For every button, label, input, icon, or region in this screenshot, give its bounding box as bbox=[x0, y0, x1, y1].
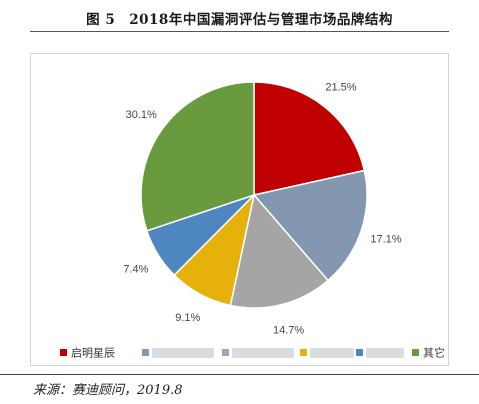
legend-label-obscured-2 bbox=[152, 348, 214, 358]
pie-slice-6 bbox=[140, 81, 255, 232]
legend-swatch-2 bbox=[142, 349, 149, 356]
pie-slice-1 bbox=[253, 81, 366, 196]
legend-label-obscured-4 bbox=[310, 348, 354, 358]
legend-swatch-3 bbox=[222, 349, 229, 356]
source-divider bbox=[0, 374, 479, 375]
legend-swatch-6 bbox=[412, 349, 419, 356]
figure-title: 图 5 2018年中国漏洞评估与管理市场品牌结构 bbox=[86, 12, 393, 28]
legend-swatch-1 bbox=[60, 349, 67, 356]
legend-label-1: 启明星辰 bbox=[71, 347, 115, 360]
title-divider bbox=[30, 31, 449, 32]
pie-slice-2 bbox=[252, 169, 368, 282]
pie-slice-3 bbox=[229, 193, 330, 309]
legend-swatch-4 bbox=[300, 349, 307, 356]
slice-label-1: 21.5% bbox=[325, 82, 356, 94]
slice-label-4: 9.1% bbox=[175, 312, 200, 324]
source-note: 来源：赛迪顾问，2019.8 bbox=[33, 383, 183, 398]
slice-label-2: 17.1% bbox=[370, 234, 401, 246]
legend-label-obscured-5 bbox=[366, 348, 404, 358]
legend-label-obscured-3 bbox=[232, 348, 294, 358]
legend-label-6: 其它 bbox=[423, 346, 445, 360]
legend-swatch-5 bbox=[356, 349, 363, 356]
slice-label-6: 30.1% bbox=[126, 109, 157, 121]
slice-label-5: 7.4% bbox=[123, 263, 148, 275]
chart-area bbox=[30, 53, 449, 366]
slice-label-3: 14.7% bbox=[273, 325, 304, 337]
